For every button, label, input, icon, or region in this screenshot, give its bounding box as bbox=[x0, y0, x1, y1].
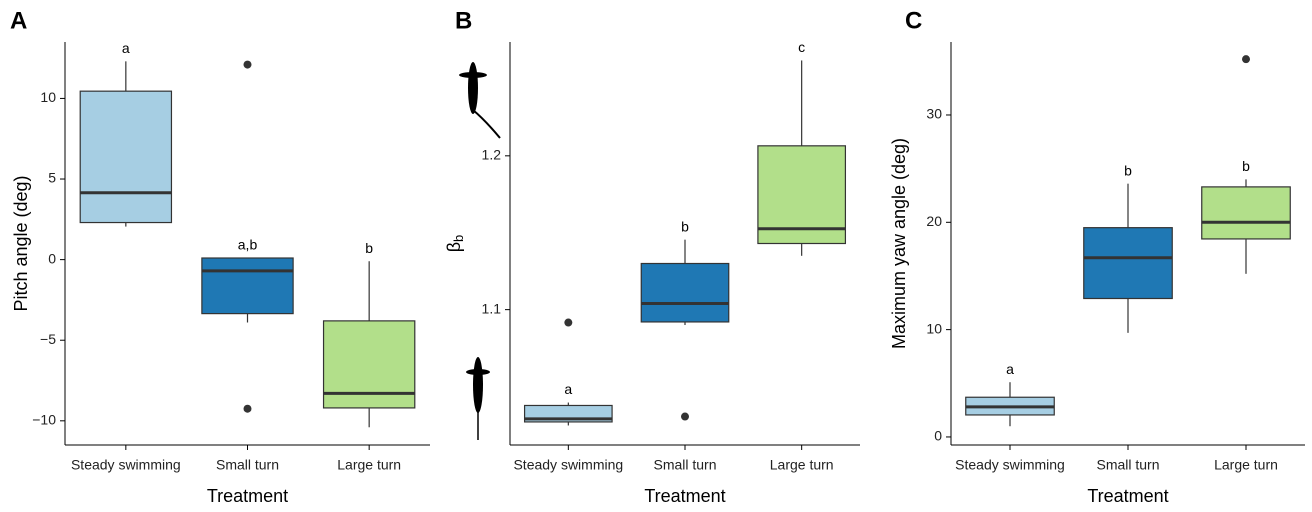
y-axis-label-text: Maximum yaw angle (deg) bbox=[889, 138, 909, 349]
x-axis-label: Treatment bbox=[1087, 486, 1168, 506]
significance-letter: a,b bbox=[238, 237, 258, 253]
outlier bbox=[243, 60, 252, 69]
box bbox=[757, 145, 847, 245]
x-tick-label: Steady swimming bbox=[955, 457, 1065, 473]
box bbox=[1201, 186, 1291, 240]
y-tick-label: 20 bbox=[926, 213, 942, 229]
outlier bbox=[564, 318, 573, 327]
y-tick-label: 0 bbox=[48, 250, 56, 266]
box bbox=[79, 90, 173, 224]
outlier bbox=[243, 404, 252, 413]
panel-label: A bbox=[10, 7, 27, 34]
x-tick-label: Steady swimming bbox=[71, 457, 181, 473]
y-axis-label-sub: b bbox=[451, 235, 466, 242]
significance-letter: b bbox=[365, 240, 373, 256]
y-tick-label: 5 bbox=[48, 170, 56, 186]
panel-label: B bbox=[455, 7, 472, 34]
y-tick-label: −5 bbox=[40, 331, 56, 347]
x-axis-label: Treatment bbox=[644, 486, 725, 506]
significance-letter: b bbox=[1242, 158, 1250, 174]
y-axis-label: Pitch angle (deg) bbox=[11, 175, 31, 311]
significance-letter: a bbox=[122, 40, 130, 56]
x-tick-label: Small turn bbox=[653, 457, 716, 473]
significance-letter: b bbox=[1124, 162, 1132, 178]
x-tick-label: Large turn bbox=[1214, 457, 1278, 473]
y-tick-label: −10 bbox=[32, 412, 56, 428]
box bbox=[640, 262, 730, 323]
significance-letter: c bbox=[798, 39, 805, 55]
y-axis-label: Maximum yaw angle (deg) bbox=[889, 138, 909, 349]
y-axis-label-text: Pitch angle (deg) bbox=[11, 175, 31, 311]
fish-bottom bbox=[466, 357, 490, 440]
outlier bbox=[681, 412, 689, 421]
y-tick-label: 1.1 bbox=[482, 300, 502, 316]
y-tick-label: 30 bbox=[926, 106, 942, 122]
significance-letter: a bbox=[1006, 361, 1014, 377]
fish-top bbox=[459, 62, 501, 139]
y-axis-label-text: β bbox=[444, 242, 464, 252]
panel-label: C bbox=[905, 7, 922, 34]
y-tick-label: 10 bbox=[926, 320, 942, 336]
y-tick-label: 0 bbox=[934, 428, 942, 444]
y-tick-label: 1.2 bbox=[482, 147, 502, 163]
x-axis-label: Treatment bbox=[207, 486, 288, 506]
significance-letter: a bbox=[564, 381, 572, 397]
x-tick-label: Small turn bbox=[1096, 457, 1159, 473]
y-axis-label: βb bbox=[444, 235, 467, 253]
x-tick-label: Steady swimming bbox=[513, 457, 623, 473]
significance-letter: b bbox=[681, 218, 689, 234]
outlier bbox=[1242, 55, 1250, 64]
x-tick-label: Large turn bbox=[770, 457, 834, 473]
box bbox=[1083, 227, 1173, 300]
x-tick-label: Small turn bbox=[216, 457, 279, 473]
box bbox=[201, 257, 294, 315]
x-tick-label: Large turn bbox=[337, 457, 401, 473]
y-tick-label: 10 bbox=[40, 89, 56, 105]
